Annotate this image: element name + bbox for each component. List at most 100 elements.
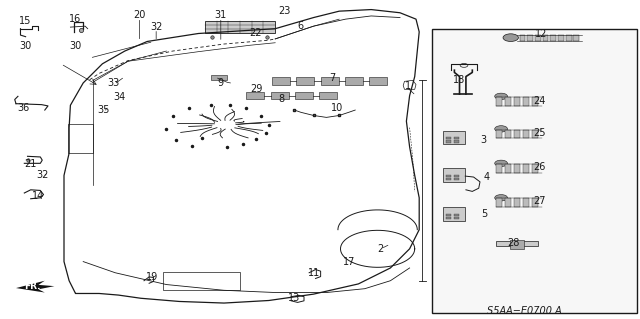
Text: 36: 36 <box>17 103 30 114</box>
Circle shape <box>495 126 508 132</box>
Text: 22: 22 <box>250 27 262 38</box>
Text: 32: 32 <box>36 170 49 181</box>
Text: 31: 31 <box>214 10 227 20</box>
Bar <box>523 130 529 138</box>
Text: 27: 27 <box>533 196 546 206</box>
Bar <box>246 92 264 99</box>
Bar <box>543 35 548 41</box>
Bar <box>345 77 363 85</box>
Bar <box>163 272 240 290</box>
Bar <box>454 175 459 177</box>
Bar <box>550 35 556 41</box>
Text: 16: 16 <box>69 14 82 24</box>
Text: 24: 24 <box>533 96 546 106</box>
Bar <box>532 130 538 138</box>
Text: 12: 12 <box>534 29 547 39</box>
Bar <box>505 164 511 173</box>
Bar <box>532 164 538 173</box>
Bar <box>295 92 313 99</box>
Text: 32: 32 <box>150 22 163 32</box>
Text: 19: 19 <box>146 272 159 282</box>
Bar <box>496 198 502 207</box>
Text: 13: 13 <box>288 293 301 303</box>
Bar <box>454 178 459 180</box>
Bar <box>211 75 227 80</box>
Circle shape <box>495 160 508 167</box>
Bar <box>523 198 529 207</box>
Text: 20: 20 <box>133 10 146 20</box>
Bar <box>369 77 387 85</box>
Bar <box>532 97 538 106</box>
Bar <box>205 21 275 33</box>
Bar <box>272 77 290 85</box>
Text: 14: 14 <box>32 191 45 201</box>
Bar <box>566 35 572 41</box>
Text: 1: 1 <box>404 81 411 91</box>
Bar <box>535 35 541 41</box>
Bar <box>514 198 520 207</box>
Bar <box>532 198 538 207</box>
Bar <box>514 130 520 138</box>
Bar <box>527 35 533 41</box>
Text: 34: 34 <box>113 92 125 102</box>
Bar <box>496 130 502 138</box>
Bar <box>496 164 502 173</box>
Text: S5AA−E0700 A: S5AA−E0700 A <box>488 307 562 316</box>
Bar <box>68 124 93 153</box>
Bar <box>443 207 465 221</box>
Text: 4: 4 <box>483 172 490 182</box>
Bar <box>446 140 451 143</box>
Bar <box>446 214 451 216</box>
Bar <box>321 77 339 85</box>
Bar <box>520 35 525 41</box>
Bar <box>271 92 289 99</box>
Bar <box>454 140 459 143</box>
Text: 5: 5 <box>481 209 487 219</box>
Bar <box>446 175 451 177</box>
Text: 6: 6 <box>298 20 304 31</box>
Text: 9: 9 <box>218 78 224 88</box>
Text: 11: 11 <box>307 268 320 278</box>
Text: 15: 15 <box>19 16 32 26</box>
Bar <box>496 97 502 106</box>
Text: 25: 25 <box>533 128 546 138</box>
Bar <box>505 97 511 106</box>
Text: 7: 7 <box>330 73 336 83</box>
Bar <box>432 29 637 313</box>
Bar <box>523 97 529 106</box>
Bar <box>296 77 314 85</box>
Bar <box>505 130 511 138</box>
Bar <box>505 198 511 207</box>
Bar <box>558 35 564 41</box>
Bar <box>446 137 451 139</box>
Text: 35: 35 <box>97 105 110 115</box>
Circle shape <box>503 34 518 41</box>
Text: 18: 18 <box>453 75 466 85</box>
Text: 23: 23 <box>278 6 291 16</box>
Bar <box>496 241 538 246</box>
Bar <box>514 97 520 106</box>
Text: 2: 2 <box>378 244 384 254</box>
Circle shape <box>495 195 508 201</box>
Bar <box>454 217 459 219</box>
Bar <box>454 214 459 216</box>
Text: 30: 30 <box>19 41 32 51</box>
Text: FR.: FR. <box>24 282 40 291</box>
Text: 26: 26 <box>533 162 546 173</box>
Text: 29: 29 <box>250 84 262 94</box>
Bar <box>443 168 465 182</box>
Circle shape <box>495 93 508 100</box>
Bar <box>510 240 524 249</box>
Text: 30: 30 <box>69 41 82 51</box>
Bar <box>454 137 459 139</box>
Text: 21: 21 <box>24 159 36 169</box>
Bar <box>446 217 451 219</box>
Bar <box>443 131 465 144</box>
Bar <box>523 164 529 173</box>
Text: 17: 17 <box>343 257 356 267</box>
Bar <box>573 35 579 41</box>
Text: 33: 33 <box>108 78 120 88</box>
Text: 8: 8 <box>278 94 285 104</box>
Text: 28: 28 <box>507 238 520 248</box>
Bar <box>514 164 520 173</box>
